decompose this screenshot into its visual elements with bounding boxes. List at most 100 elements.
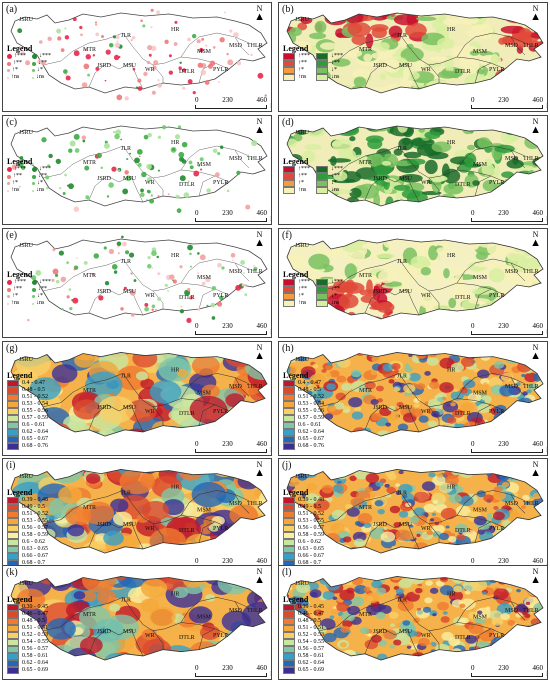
raster-cell xyxy=(437,473,444,478)
raster-cell xyxy=(382,116,406,119)
raster-cell xyxy=(96,589,117,605)
station-point xyxy=(54,273,59,277)
raster-cell xyxy=(456,343,465,350)
station-point xyxy=(103,246,107,250)
raster-cell xyxy=(539,645,543,653)
raster-cell xyxy=(375,480,384,487)
raster-cell xyxy=(521,505,526,509)
station-point xyxy=(150,8,154,12)
raster-cell xyxy=(432,613,437,617)
raster-cell xyxy=(345,504,353,510)
raster-cell xyxy=(460,356,475,367)
raster-cell xyxy=(546,495,548,498)
raster-cell xyxy=(517,522,525,528)
region-label: MSU xyxy=(123,405,137,411)
station-point xyxy=(81,82,88,88)
raster-cell xyxy=(327,352,342,362)
raster-cell xyxy=(481,162,495,177)
legend: Legend 0.39 - 0.45 0.46 - 0.47 0.48 - 0.5 0.… xyxy=(283,596,324,674)
raster-cell xyxy=(347,106,358,112)
raster-cell xyxy=(366,279,373,295)
raster-cell xyxy=(351,352,361,354)
raster-cell xyxy=(325,674,336,680)
raster-cell xyxy=(405,22,427,38)
raster-cell xyxy=(533,67,543,76)
raster-cell xyxy=(141,628,158,641)
region-label: THLR xyxy=(247,501,264,507)
map-panel-e: JSRU MTR JLR HR MSM MSD THLR JSRD MSU WR DTLR PYLR(… xyxy=(2,228,272,338)
station-point xyxy=(187,37,191,42)
raster-cell xyxy=(432,475,446,486)
region-label: HR xyxy=(171,253,179,259)
raster-cell xyxy=(533,201,541,206)
region-label: MSU xyxy=(399,176,413,182)
region-label: JLR xyxy=(121,146,131,152)
raster-cell xyxy=(504,643,516,652)
station-point xyxy=(178,66,182,70)
raster-cell xyxy=(521,373,526,377)
raster-cell xyxy=(398,116,420,126)
raster-cell xyxy=(398,452,402,455)
legend-item: ↓ ns xyxy=(32,74,51,81)
raster-cell xyxy=(543,467,548,475)
raster-cell xyxy=(342,664,348,668)
raster-cell xyxy=(336,357,351,368)
raster-cell xyxy=(263,641,267,652)
raster-cell xyxy=(280,677,292,680)
legend-item: 0.58 - 0.59 xyxy=(283,532,324,539)
raster-cell xyxy=(500,372,514,382)
raster-cell xyxy=(302,309,321,319)
station-point xyxy=(130,39,133,42)
raster-cell xyxy=(155,552,173,554)
region-label: JSRD xyxy=(373,522,388,528)
station-point xyxy=(140,19,143,23)
raster-cell xyxy=(347,566,357,571)
region-label: JLR xyxy=(121,259,131,265)
station-point xyxy=(138,155,141,158)
legend: Legend 0.39 - 0.48 0.49 - 0.5 0.51 - 0.52 0.… xyxy=(7,489,48,572)
raster-cell xyxy=(541,614,543,621)
raster-cell xyxy=(397,423,409,432)
raster-cell xyxy=(517,397,533,409)
station-point xyxy=(143,134,149,140)
raster-cell xyxy=(340,126,359,135)
region-label: THLR xyxy=(247,384,264,390)
legend-item: ↓ ** xyxy=(32,60,51,67)
legend-item: 0.6 - 0.61 xyxy=(283,422,324,429)
raster-cell xyxy=(51,352,63,357)
station-point xyxy=(116,40,119,43)
north-arrow-icon: N ▲ xyxy=(254,230,265,249)
legend-item: ↑ ** xyxy=(7,60,26,67)
raster-cell xyxy=(425,580,433,586)
region-label: WR xyxy=(421,526,432,532)
raster-cell xyxy=(450,656,455,660)
raster-cell xyxy=(528,644,540,653)
scale-bar: 0230460km xyxy=(195,96,271,110)
raster-cell xyxy=(294,220,301,225)
legend-item: 0.39 - 0.45 xyxy=(283,604,324,611)
station-point xyxy=(85,54,92,60)
raster-cell xyxy=(366,153,384,167)
legend-item: ↓ ** xyxy=(316,286,343,293)
station-point xyxy=(188,160,193,165)
raster-cell xyxy=(343,3,365,8)
raster-cell xyxy=(409,524,414,528)
station-point xyxy=(192,91,196,95)
raster-cell xyxy=(524,135,541,150)
raster-cell xyxy=(446,315,454,319)
raster-cell xyxy=(238,631,261,649)
raster-cell xyxy=(484,459,496,464)
station-point xyxy=(146,198,148,201)
raster-cell xyxy=(471,653,480,660)
station-point xyxy=(104,79,107,82)
station-point xyxy=(41,61,46,66)
raster-cell xyxy=(447,554,460,563)
station-point xyxy=(66,261,69,264)
raster-cell xyxy=(513,83,525,93)
raster-cell xyxy=(411,408,424,418)
legend-item: ↑ ** xyxy=(283,286,310,293)
station-point xyxy=(95,32,100,37)
legend-item: 0.51 - 0.52 xyxy=(283,511,324,518)
station-point xyxy=(85,195,90,200)
